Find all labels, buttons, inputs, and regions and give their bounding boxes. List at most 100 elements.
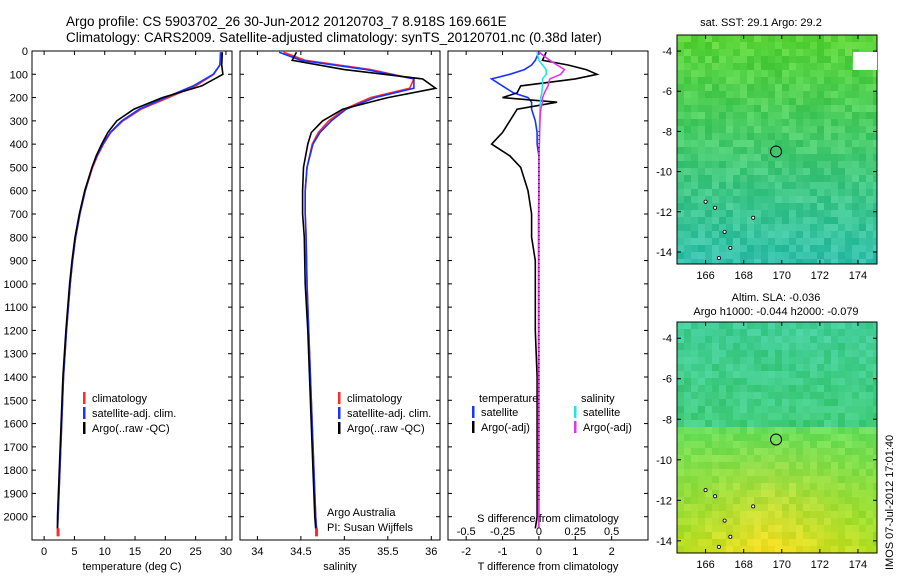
map-cell — [712, 168, 719, 175]
map-cell — [838, 392, 845, 399]
map-cell — [866, 476, 873, 483]
map-cell — [705, 476, 712, 483]
map-cell — [684, 217, 691, 224]
map-cell — [817, 182, 824, 189]
map-cell — [768, 175, 775, 182]
map-cell — [831, 189, 838, 196]
map-cell — [852, 420, 859, 427]
map-cell — [761, 455, 768, 462]
map-cell — [845, 175, 852, 182]
map-cell — [754, 504, 761, 511]
map-cell — [831, 322, 838, 329]
map-cell — [782, 126, 789, 133]
map-cell — [859, 336, 866, 343]
map-cell — [866, 336, 873, 343]
map-cell — [677, 126, 684, 133]
map-cell — [866, 357, 873, 364]
map-cell — [691, 133, 698, 140]
map-cell — [810, 546, 817, 553]
map-cell — [740, 224, 747, 231]
map-cell — [712, 518, 719, 525]
map-cell — [754, 70, 761, 77]
map-cell — [705, 371, 712, 378]
map-cell — [719, 462, 726, 469]
map-cell — [831, 147, 838, 154]
map-cell — [684, 112, 691, 119]
map-cell — [852, 154, 859, 161]
map-cell — [712, 448, 719, 455]
map-cell — [789, 371, 796, 378]
map-cell — [796, 154, 803, 161]
map-cell — [782, 448, 789, 455]
map-cell — [838, 98, 845, 105]
map-cell — [873, 217, 877, 224]
map-cell — [719, 77, 726, 84]
map-cell — [817, 140, 824, 147]
map-cell — [684, 203, 691, 210]
map-cell — [698, 455, 705, 462]
map-cell — [782, 322, 789, 329]
map-cell — [824, 539, 831, 546]
map-cell — [691, 231, 698, 238]
map-cell — [726, 546, 733, 553]
map-cell — [698, 462, 705, 469]
map-cell — [768, 112, 775, 119]
map-cell — [782, 91, 789, 98]
map-cell — [740, 154, 747, 161]
island-marker — [703, 488, 708, 493]
map-cell — [817, 196, 824, 203]
map-cell — [859, 259, 866, 264]
map-cell — [817, 84, 824, 91]
map-cell — [866, 147, 873, 154]
map-cell — [712, 364, 719, 371]
map-cell — [733, 406, 740, 413]
map-cell — [719, 147, 726, 154]
map-cell — [754, 77, 761, 84]
map-cell — [796, 441, 803, 448]
map-cell — [761, 406, 768, 413]
map-cell — [691, 434, 698, 441]
map-cell — [754, 532, 761, 539]
map-cell — [747, 539, 754, 546]
map-cell — [873, 196, 877, 203]
map-cell — [852, 532, 859, 539]
map-cell — [677, 63, 684, 70]
map-cell — [796, 399, 803, 406]
map-cell — [747, 154, 754, 161]
map-cell — [740, 217, 747, 224]
map-cell — [789, 420, 796, 427]
map-cell — [733, 112, 740, 119]
map-cell — [705, 490, 712, 497]
map-cell — [733, 126, 740, 133]
map-cell — [733, 189, 740, 196]
map-cell — [838, 490, 845, 497]
map-cell — [677, 420, 684, 427]
map-cell — [733, 399, 740, 406]
map-cell — [789, 476, 796, 483]
map-cell — [740, 504, 747, 511]
map-cell — [677, 119, 684, 126]
map-cell — [677, 469, 684, 476]
map-cell — [775, 497, 782, 504]
map-cell — [803, 84, 810, 91]
map-cell — [712, 532, 719, 539]
map-cell — [817, 497, 824, 504]
map-cell — [859, 238, 866, 245]
difference-panel: -2 -1 0 1 2T difference from climatology-0.5… — [447, 50, 649, 573]
map-cell — [726, 63, 733, 70]
map-cell — [747, 455, 754, 462]
map-cell — [817, 385, 824, 392]
map-cell — [726, 490, 733, 497]
map-cell — [768, 203, 775, 210]
map-cell — [740, 420, 747, 427]
map-cell — [754, 490, 761, 497]
map-cell — [768, 399, 775, 406]
map-cell — [803, 175, 810, 182]
map-cell — [775, 77, 782, 84]
map-cell — [754, 161, 761, 168]
map-cell — [873, 154, 877, 161]
map-cell — [803, 231, 810, 238]
map-cell — [768, 238, 775, 245]
map-cell — [873, 385, 877, 392]
map-cell — [845, 399, 852, 406]
